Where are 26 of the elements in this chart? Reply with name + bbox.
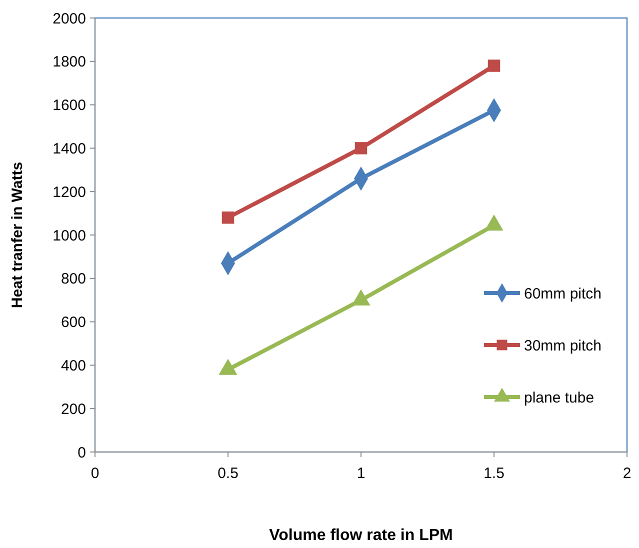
y-tick-label: 2000 <box>52 10 86 28</box>
y-tick-label: 1200 <box>52 184 86 201</box>
point <box>352 289 370 306</box>
y-axis-title: Heat tranfer in Watts <box>9 162 26 308</box>
point <box>488 60 500 72</box>
y-tick-label: 1800 <box>52 54 86 71</box>
x-tick-label: 0 <box>90 465 100 482</box>
y-tick-label: 1000 <box>52 227 86 244</box>
y-tick-label: 200 <box>60 400 86 418</box>
point <box>354 142 368 154</box>
point <box>222 212 234 224</box>
y-tick-label: 600 <box>60 314 86 332</box>
y-tick-label: 400 <box>60 357 86 374</box>
point <box>218 358 238 375</box>
y-tick-label: 1600 <box>52 97 86 114</box>
x-tick-label: 2 <box>622 465 632 482</box>
legend-label: 60mm pitch <box>524 285 602 302</box>
x-tick-label: 1 <box>356 465 366 482</box>
x-tick-label: 1.5 <box>484 465 504 482</box>
legend-label: 30mm pitch <box>524 337 602 354</box>
x-axis-title: Volume flow rate in LPM <box>269 527 453 544</box>
legend-label: plane tube <box>524 389 594 406</box>
y-tick-label: 800 <box>60 270 86 288</box>
x-tick-label: 0.5 <box>218 465 238 482</box>
y-tick-label: 1400 <box>52 140 86 158</box>
y-tick-label: 0 <box>78 444 86 462</box>
